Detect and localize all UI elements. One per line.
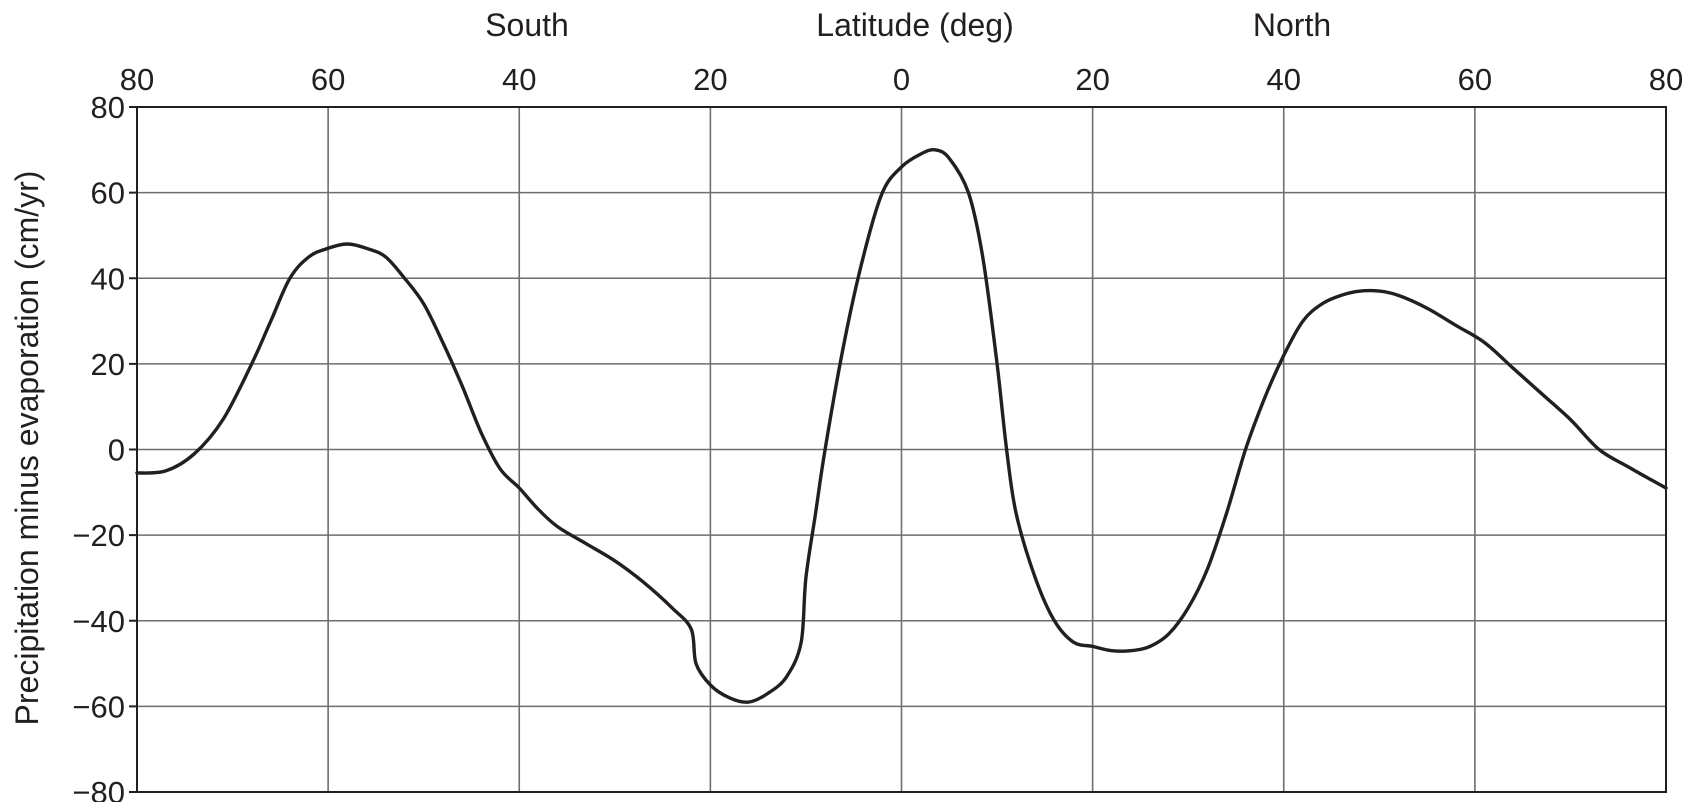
y-tick-label: −80 bbox=[72, 775, 125, 802]
x-tick-labels: 80 60 40 20 0 20 40 60 80 bbox=[120, 62, 1683, 97]
y-tick-label: 20 bbox=[91, 347, 125, 382]
y-tick-label: 60 bbox=[91, 176, 125, 211]
series-line bbox=[135, 147, 1668, 704]
y-tick-label: −20 bbox=[72, 518, 125, 553]
grid-lines bbox=[129, 106, 1666, 793]
y-tick-labels: 80 60 40 20 0 −20 −40 −60 −80 bbox=[72, 90, 125, 802]
y-axis-title: Precipitation minus evaporation (cm/yr) bbox=[9, 171, 45, 726]
y-tick-label: −60 bbox=[72, 689, 125, 724]
south-label: South bbox=[485, 7, 569, 43]
plot-frame bbox=[136, 106, 1667, 793]
y-tick-label: 40 bbox=[91, 261, 125, 296]
y-tick-label: 80 bbox=[91, 90, 125, 125]
x-tick-label: 80 bbox=[1649, 62, 1683, 97]
x-tick-label: 80 bbox=[120, 62, 154, 97]
x-tick-label: 60 bbox=[1458, 62, 1492, 97]
x-tick-label: 40 bbox=[1267, 62, 1301, 97]
x-tick-label: 20 bbox=[1075, 62, 1109, 97]
x-tick-label: 60 bbox=[311, 62, 345, 97]
north-label: North bbox=[1253, 7, 1331, 43]
x-axis-title: Latitude (deg) bbox=[816, 7, 1013, 43]
x-tick-label: 40 bbox=[502, 62, 536, 97]
x-tick-label: 20 bbox=[693, 62, 727, 97]
x-tick-label: 0 bbox=[893, 62, 910, 97]
y-tick-label: 0 bbox=[108, 433, 125, 468]
y-tick-label: −40 bbox=[72, 604, 125, 639]
